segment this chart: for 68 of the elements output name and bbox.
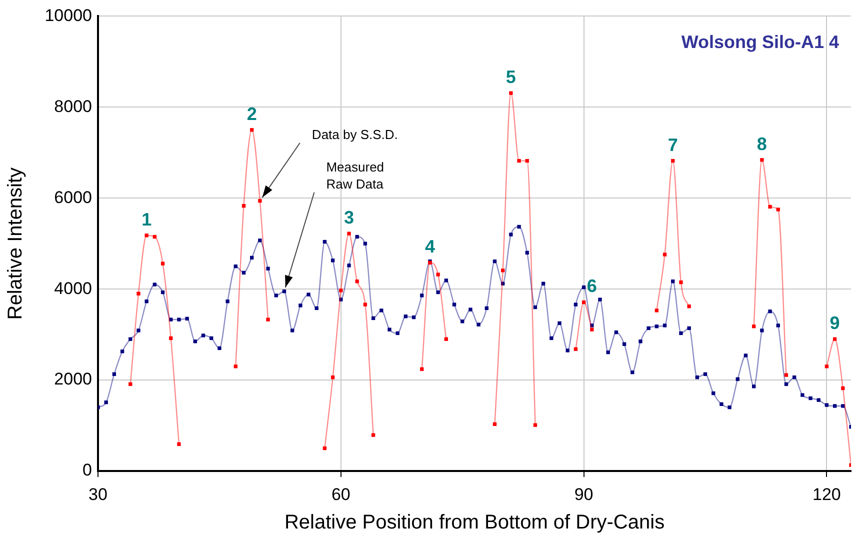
y-tick-label: 10000 <box>44 6 92 25</box>
point <box>234 364 238 368</box>
point <box>590 328 594 332</box>
point <box>347 232 351 236</box>
point <box>679 280 683 284</box>
point <box>784 373 788 377</box>
point <box>525 158 529 163</box>
point <box>160 262 165 266</box>
point <box>444 337 448 341</box>
annotation: Data by S.S.D. <box>312 126 398 142</box>
point <box>517 158 521 163</box>
point <box>128 382 132 386</box>
point <box>144 234 148 238</box>
point <box>752 324 756 328</box>
y-tick-label: 6000 <box>54 188 92 207</box>
x-tick-label: 120 <box>812 484 841 504</box>
annotation: 8 <box>756 134 767 154</box>
point <box>776 208 780 212</box>
point <box>832 337 837 341</box>
point <box>768 204 772 209</box>
x-axis-title: Relative Position from Bottom of Dry-Canis <box>284 512 665 534</box>
point <box>662 252 667 256</box>
point <box>574 347 578 351</box>
annotation: 5 <box>506 67 516 88</box>
text: Wolsong Silo-A1 4 <box>681 32 839 52</box>
annotation: 6 <box>586 276 597 296</box>
annotation: 1 <box>142 209 152 230</box>
point <box>266 318 270 322</box>
point <box>824 364 829 368</box>
point <box>760 158 764 162</box>
point <box>687 304 691 308</box>
annotation: 3 <box>344 208 354 228</box>
point <box>501 268 505 272</box>
point <box>420 367 424 371</box>
annotation: Measured Raw Data <box>326 159 384 192</box>
point <box>152 234 157 239</box>
annotation: 2 <box>246 104 257 124</box>
point <box>363 302 368 306</box>
y-tick-label: 0 <box>82 460 92 480</box>
point <box>339 288 343 292</box>
point <box>492 422 497 426</box>
point <box>436 272 440 276</box>
annotation: 4 <box>424 236 435 257</box>
point <box>250 128 254 132</box>
annotation: 9 <box>830 313 840 334</box>
point <box>509 91 513 95</box>
point <box>671 158 675 163</box>
x-tick-label: 60 <box>331 484 350 504</box>
point <box>242 204 246 208</box>
point <box>582 300 586 304</box>
annotation: 7 <box>668 134 678 155</box>
point <box>654 308 659 312</box>
y-tick-label: 8000 <box>54 96 92 116</box>
point <box>330 375 335 380</box>
y-tick-label: 2000 <box>54 370 92 389</box>
x-tick-label: 90 <box>574 484 594 504</box>
point <box>355 280 359 284</box>
point <box>371 433 376 437</box>
point <box>169 336 173 340</box>
point <box>533 423 538 427</box>
y-tick-label: 4000 <box>54 278 92 298</box>
point <box>136 292 140 296</box>
x-tick-label: 30 <box>88 484 108 504</box>
y-axis-title: Relative Intensity <box>4 167 27 320</box>
point <box>258 199 262 203</box>
point <box>841 386 845 390</box>
point <box>177 442 181 446</box>
point <box>322 446 327 450</box>
